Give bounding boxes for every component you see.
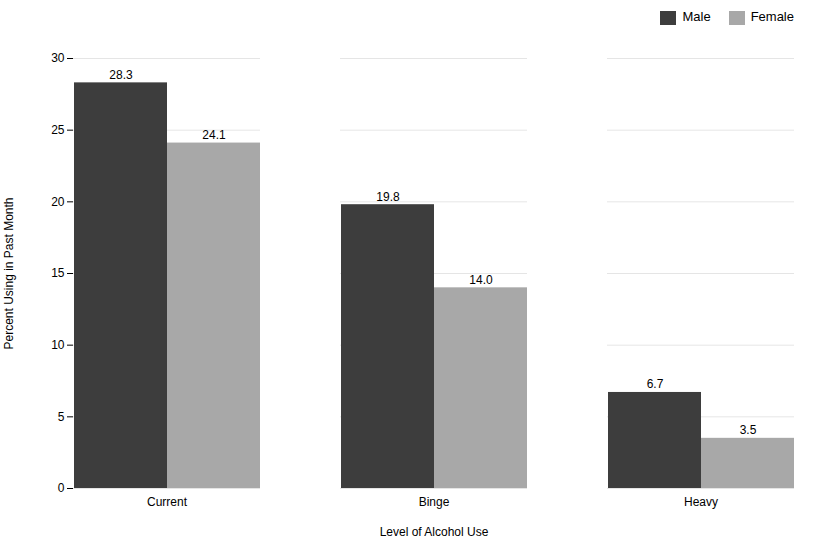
svg-text:Level of Alcohol Use: Level of Alcohol Use: [380, 525, 489, 539]
html-text:Male: Male: [682, 9, 711, 25]
svg-text:19.8: 19.8: [376, 190, 400, 204]
svg-text:20: 20: [51, 195, 65, 209]
svg-text:Current: Current: [147, 495, 188, 509]
svg-text:6.7: 6.7: [647, 377, 664, 391]
html-text:Female: Female: [750, 9, 794, 25]
svg-text:Heavy: Heavy: [684, 495, 718, 509]
svg-text:14.0: 14.0: [469, 273, 493, 287]
svg-text:28.3: 28.3: [109, 68, 133, 82]
svg-text:5: 5: [58, 410, 65, 424]
svg-text:30: 30: [51, 51, 65, 65]
svg-text:25: 25: [51, 123, 65, 137]
svg-text:0: 0: [58, 481, 65, 495]
svg-text:3.5: 3.5: [740, 423, 757, 437]
svg-text:10: 10: [51, 338, 65, 352]
svg-text:15: 15: [51, 266, 65, 280]
svg-text:24.1: 24.1: [202, 128, 226, 142]
svg-text:Percent Using in Past Month: Percent Using in Past Month: [2, 197, 16, 349]
svg-text:Binge: Binge: [419, 495, 450, 509]
